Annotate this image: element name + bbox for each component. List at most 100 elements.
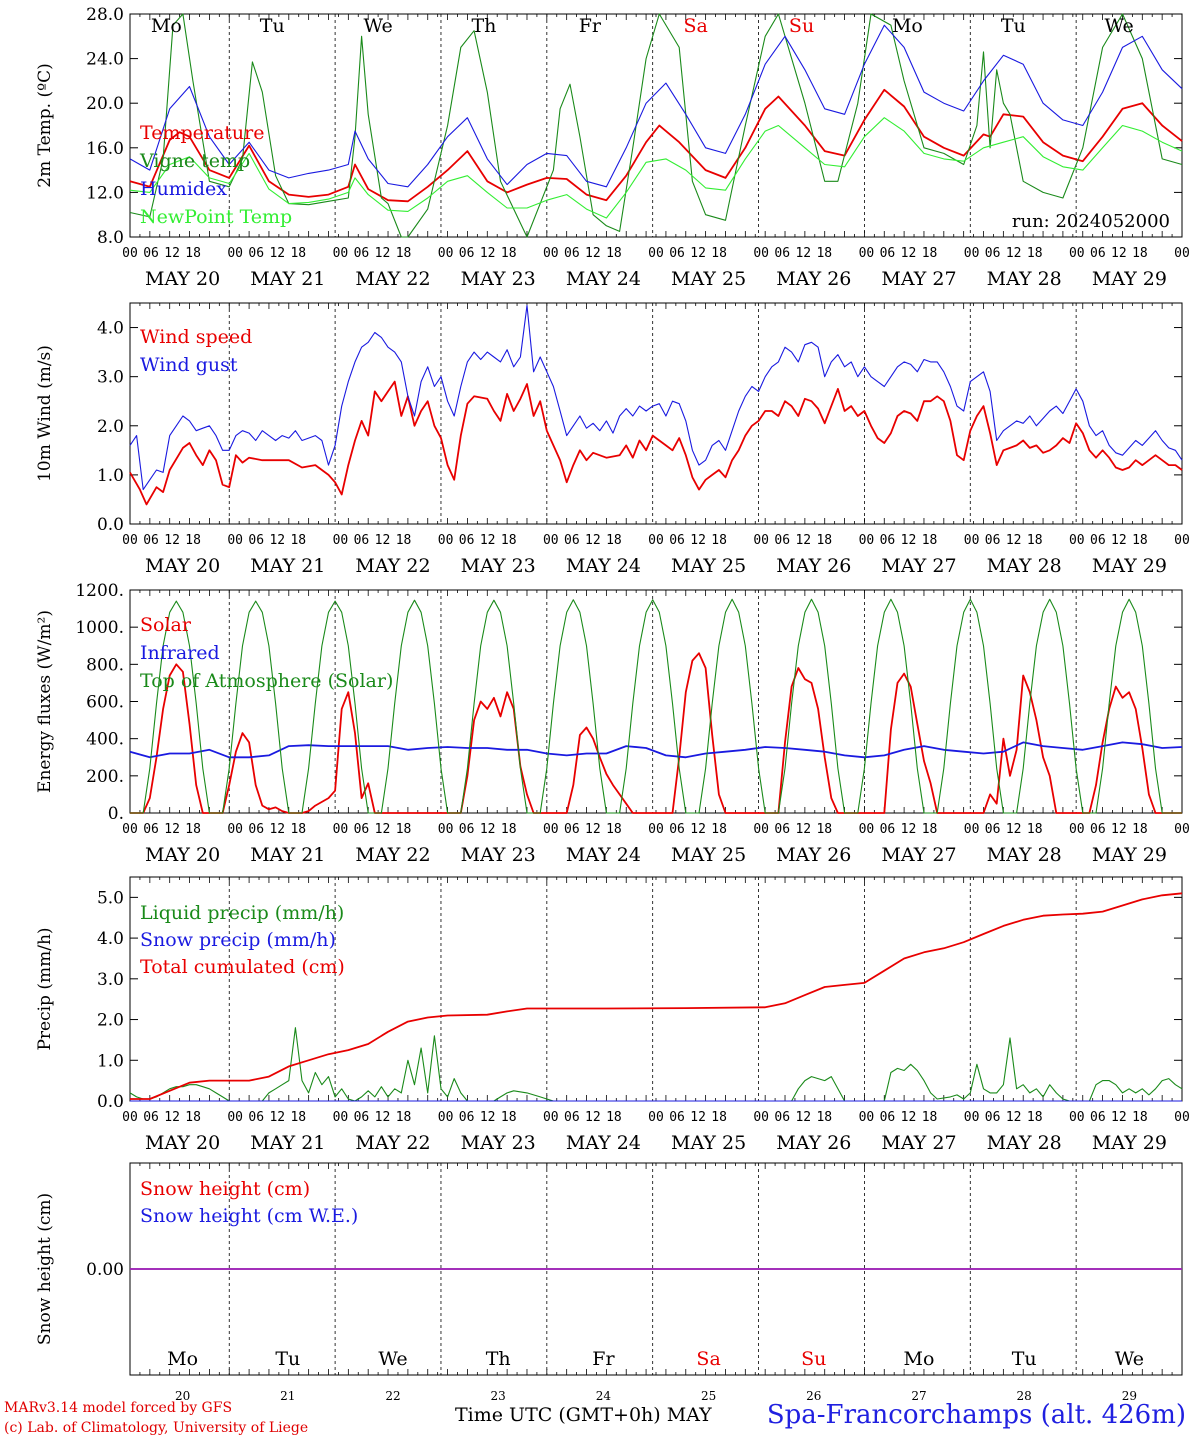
wind-hour-label: 12 [269, 533, 285, 548]
precip-hour-label: 00 [438, 1110, 454, 1125]
precip-hour-label: 00 [648, 1110, 664, 1125]
flux-date-label: MAY 21 [250, 844, 325, 866]
temp-hour-label: 00 [438, 246, 454, 261]
wind-hour-label: 00 [227, 533, 243, 548]
wind-hour-label: 12 [480, 533, 496, 548]
precip-ytick-label: 5.0 [97, 888, 124, 908]
flux-hour-label: 00 [333, 822, 349, 837]
wind-hour-label: 06 [985, 533, 1001, 548]
temp-hour-label: 06 [459, 246, 475, 261]
wind-hour-label: 00 [1174, 533, 1190, 548]
precip-hour-label: 00 [122, 1110, 138, 1125]
snow-day-number: 24 [596, 1389, 612, 1403]
temp-hour-label: 12 [480, 246, 496, 261]
flux-hour-label: 06 [774, 822, 790, 837]
temp-hour-label: 12 [1111, 246, 1127, 261]
flux-hour-label: 00 [1174, 822, 1190, 837]
temp-hour-label: 18 [922, 246, 938, 261]
temp-ytick-label: 20.0 [86, 94, 124, 114]
flux-hour-label: 18 [290, 822, 306, 837]
wind-hour-label: 00 [543, 533, 559, 548]
temp-legend-entry: Temperature [140, 122, 264, 144]
flux-hour-label: 12 [375, 822, 391, 837]
flux-hour-label: 06 [880, 822, 896, 837]
flux-hour-label: 00 [438, 822, 454, 837]
temp-ylabel: 2m Temp. (ºC) [35, 63, 55, 188]
snow-legend-entry: Snow height (cm) [140, 1178, 310, 1200]
temp-series-line [129, 117, 1183, 219]
temp-legend-entry: Vigne temp [139, 150, 250, 172]
wind-hour-label: 18 [290, 533, 306, 548]
wind-hour-label: 12 [901, 533, 917, 548]
snow-day-number: 29 [1122, 1389, 1137, 1403]
precip-date-label: MAY 29 [1092, 1132, 1167, 1154]
precip-hour-label: 00 [227, 1110, 243, 1125]
precip-hour-label: 00 [1174, 1110, 1190, 1125]
precip-hour-label: 12 [1111, 1110, 1127, 1125]
flux-date-label: MAY 25 [671, 844, 746, 866]
precip-hour-label: 00 [1069, 1110, 1085, 1125]
flux-series-line [129, 741, 1183, 759]
wind-date-label: MAY 21 [250, 555, 325, 577]
flux-hour-label: 12 [269, 822, 285, 837]
wind-date-label: MAY 22 [355, 555, 430, 577]
precip-hour-label: 06 [880, 1110, 896, 1125]
temp-hour-label: 06 [248, 246, 264, 261]
flux-hour-label: 00 [543, 822, 559, 837]
temp-hour-label: 00 [648, 246, 664, 261]
flux-hour-label: 00 [964, 822, 980, 837]
xaxis-title-text: Time UTC (GMT+0h) [455, 1404, 661, 1426]
precip-hour-label: 12 [901, 1110, 917, 1125]
precip-date-label: MAY 26 [776, 1132, 851, 1154]
temp-date-label: MAY 20 [145, 268, 220, 290]
flux-hour-label: 18 [606, 822, 622, 837]
temp-hour-label: 00 [543, 246, 559, 261]
snow-legend-entry: Snow height (cm W.E.) [140, 1205, 358, 1227]
wind-hour-label: 12 [690, 533, 706, 548]
precip-legend-entry: Liquid precip (mm/h) [140, 902, 344, 924]
temp-legend-entry: NewPoint Temp [140, 206, 292, 228]
snow-day-number: 26 [806, 1389, 821, 1403]
temp-series-line [129, 88, 1183, 203]
wind-date-label: MAY 29 [1092, 555, 1167, 577]
temp-hour-label: 12 [269, 246, 285, 261]
wind-date-label: MAY 28 [987, 555, 1062, 577]
flux-plot-frame [129, 589, 1183, 814]
wind-date-label: MAY 24 [566, 555, 641, 577]
precip-series-line [129, 1027, 1183, 1102]
precip-hour-label: 12 [690, 1110, 706, 1125]
precip-ytick-label: 2.0 [97, 1011, 124, 1031]
wind-hour-label: 12 [375, 533, 391, 548]
flux-hour-label: 06 [669, 822, 685, 837]
snow-day-number: 25 [701, 1389, 716, 1403]
precip-date-label: MAY 27 [881, 1132, 956, 1154]
wind-hour-label: 18 [711, 533, 727, 548]
wind-date-label: MAY 23 [461, 555, 536, 577]
wind-hour-label: 00 [122, 533, 138, 548]
flux-ytick-label: 1000. [75, 618, 124, 638]
day-name: Tu [1001, 15, 1026, 37]
flux-hour-label: 06 [248, 822, 264, 837]
precip-date-label: MAY 22 [355, 1132, 430, 1154]
wind-series-line [129, 304, 1183, 491]
day-name: Su [789, 15, 814, 37]
wind-hour-label: 18 [922, 533, 938, 548]
precip-hour-label: 06 [669, 1110, 685, 1125]
temp-hour-label: 18 [606, 246, 622, 261]
snow-day-number: 21 [280, 1389, 295, 1403]
flux-ytick-label: 200. [86, 767, 124, 787]
wind-date-label: MAY 27 [881, 555, 956, 577]
flux-date-label: MAY 27 [881, 844, 956, 866]
temp-date-label: MAY 28 [987, 268, 1062, 290]
flux-hour-label: 06 [1090, 822, 1106, 837]
precip-hour-label: 06 [774, 1110, 790, 1125]
temp-hour-label: 06 [564, 246, 580, 261]
temp-hour-label: 18 [816, 246, 832, 261]
snow-day-name: Fr [592, 1348, 615, 1370]
wind-hour-label: 06 [248, 533, 264, 548]
precip-legend-entry: Snow precip (mm/h) [140, 929, 336, 951]
precip-hour-label: 06 [985, 1110, 1001, 1125]
precip-hour-label: 18 [1027, 1110, 1043, 1125]
flux-ylabel: Energy fluxes (W/m²) [35, 610, 55, 793]
precip-date-label: MAY 21 [250, 1132, 325, 1154]
